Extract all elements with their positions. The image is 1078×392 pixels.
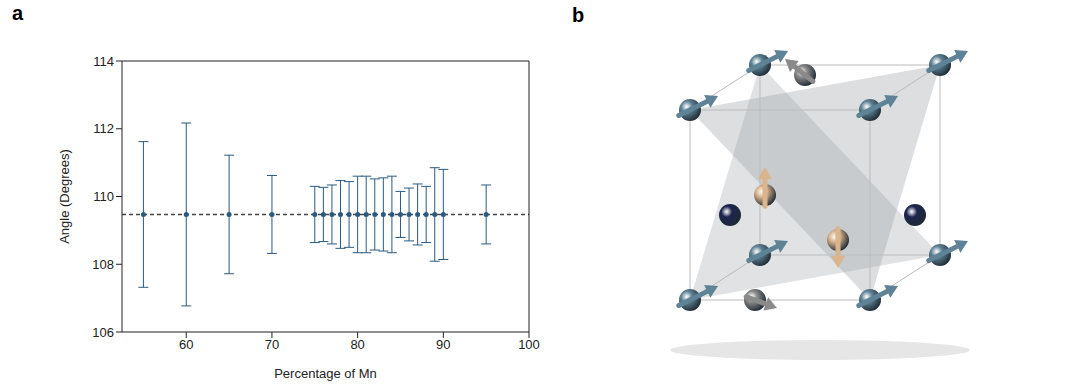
svg-text:Percentage of Mn: Percentage of Mn <box>274 366 377 381</box>
svg-text:b: b <box>572 4 584 26</box>
svg-text:108: 108 <box>92 257 114 272</box>
svg-text:110: 110 <box>93 189 114 204</box>
svg-text:90: 90 <box>436 337 450 352</box>
svg-text:106: 106 <box>92 325 114 340</box>
svg-text:Angle (Degrees): Angle (Degrees) <box>57 149 72 244</box>
html-text:a: a <box>12 2 24 24</box>
svg-text:60: 60 <box>179 337 193 352</box>
svg-text:112: 112 <box>93 121 114 136</box>
svg-text:114: 114 <box>93 54 114 69</box>
svg-text:70: 70 <box>265 337 279 352</box>
svg-text:80: 80 <box>350 337 364 352</box>
svg-text:100: 100 <box>518 337 540 352</box>
